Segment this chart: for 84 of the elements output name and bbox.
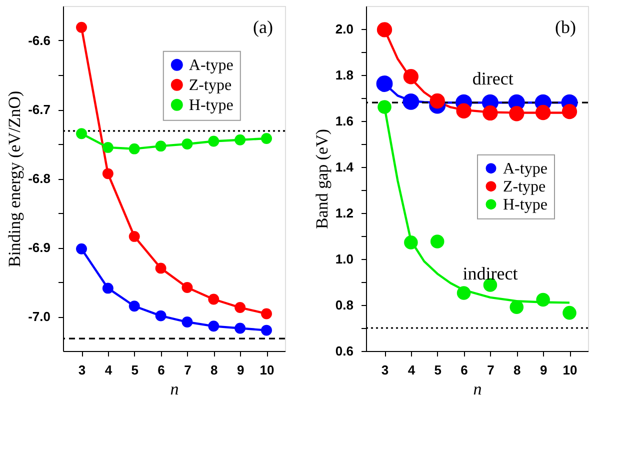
point	[536, 292, 550, 307]
x-tick-label: 9	[236, 362, 244, 378]
x-tick-label: 7	[184, 362, 192, 378]
x-tick-label: 4	[104, 362, 113, 378]
annotation: direct	[472, 68, 514, 89]
point	[128, 300, 140, 312]
point	[562, 306, 576, 320]
y-tick-label: -6.6	[28, 33, 50, 48]
legend-label: Z-type	[188, 76, 232, 94]
legend-label: A-type	[188, 56, 234, 74]
y-tick-label: 1.4	[335, 160, 354, 174]
x-tick-label: 6	[158, 362, 165, 378]
x-tick-label: 8	[210, 362, 218, 378]
x-axis-title: n	[170, 380, 179, 398]
point	[456, 103, 472, 118]
point	[128, 143, 140, 154]
point	[261, 308, 272, 320]
point	[509, 106, 524, 122]
x-tick-label: 10	[562, 362, 578, 378]
point	[482, 105, 498, 121]
y-axis-title: Band gap (eV)	[312, 128, 332, 230]
legend-label: H-type	[503, 196, 548, 214]
x-tick-label: 4	[408, 362, 416, 378]
point	[535, 104, 551, 120]
y-tick-label: -7.0	[28, 309, 50, 324]
legend-label: A-type	[503, 160, 548, 178]
point	[234, 302, 246, 313]
y-tick-label: 0.6	[335, 344, 354, 358]
point	[155, 140, 166, 152]
point	[76, 243, 87, 254]
point	[430, 234, 444, 248]
point	[376, 76, 393, 92]
point	[155, 310, 166, 322]
point	[155, 262, 166, 274]
point	[376, 22, 392, 38]
x-tick-label: 3	[381, 362, 389, 378]
annotation: indirect	[462, 263, 518, 284]
point	[182, 282, 193, 293]
point	[378, 100, 392, 114]
y-tick-label: -6.9	[28, 240, 50, 255]
legend-label: Z-type	[503, 178, 546, 196]
x-tick-label: 7	[487, 362, 494, 378]
legend-label: H-type	[188, 96, 234, 114]
x-tick-label: 9	[540, 362, 548, 378]
point	[76, 128, 87, 140]
point	[261, 324, 272, 336]
x-tick-label: 5	[131, 362, 138, 378]
point	[102, 168, 114, 180]
point	[510, 300, 524, 314]
point	[128, 230, 140, 242]
y-tick-label: -6.7	[28, 102, 50, 117]
x-tick-label: 8	[514, 362, 521, 378]
annotation: (a)	[253, 17, 273, 37]
point	[562, 104, 578, 120]
point	[234, 134, 246, 146]
point	[208, 320, 220, 332]
point	[182, 138, 193, 150]
y-tick-label: -6.8	[28, 171, 50, 186]
point	[261, 133, 272, 144]
point	[208, 136, 220, 147]
point	[182, 316, 193, 328]
point	[404, 236, 418, 250]
point	[402, 93, 420, 110]
x-axis-title: n	[473, 380, 482, 398]
y-axis-title: Binding energy (eV/ZnO)	[5, 90, 24, 268]
point	[430, 93, 445, 109]
point	[102, 282, 114, 294]
x-tick-label: 10	[260, 362, 274, 378]
point	[102, 142, 114, 153]
y-tick-label: 2.0	[335, 22, 354, 36]
x-tick-label: 6	[460, 362, 468, 378]
y-tick-label: 1.8	[335, 68, 354, 82]
point	[234, 322, 246, 334]
x-tick-label: 5	[434, 362, 442, 378]
y-tick-label: 1.0	[335, 252, 354, 266]
point	[403, 69, 419, 84]
point	[456, 286, 471, 300]
x-tick-label: 3	[78, 362, 86, 378]
y-tick-label: 1.6	[335, 114, 354, 128]
point	[208, 294, 220, 305]
y-tick-label: 1.2	[335, 206, 354, 220]
y-tick-label: 0.8	[335, 298, 354, 312]
annotation: (b)	[555, 17, 576, 37]
point	[76, 22, 87, 33]
